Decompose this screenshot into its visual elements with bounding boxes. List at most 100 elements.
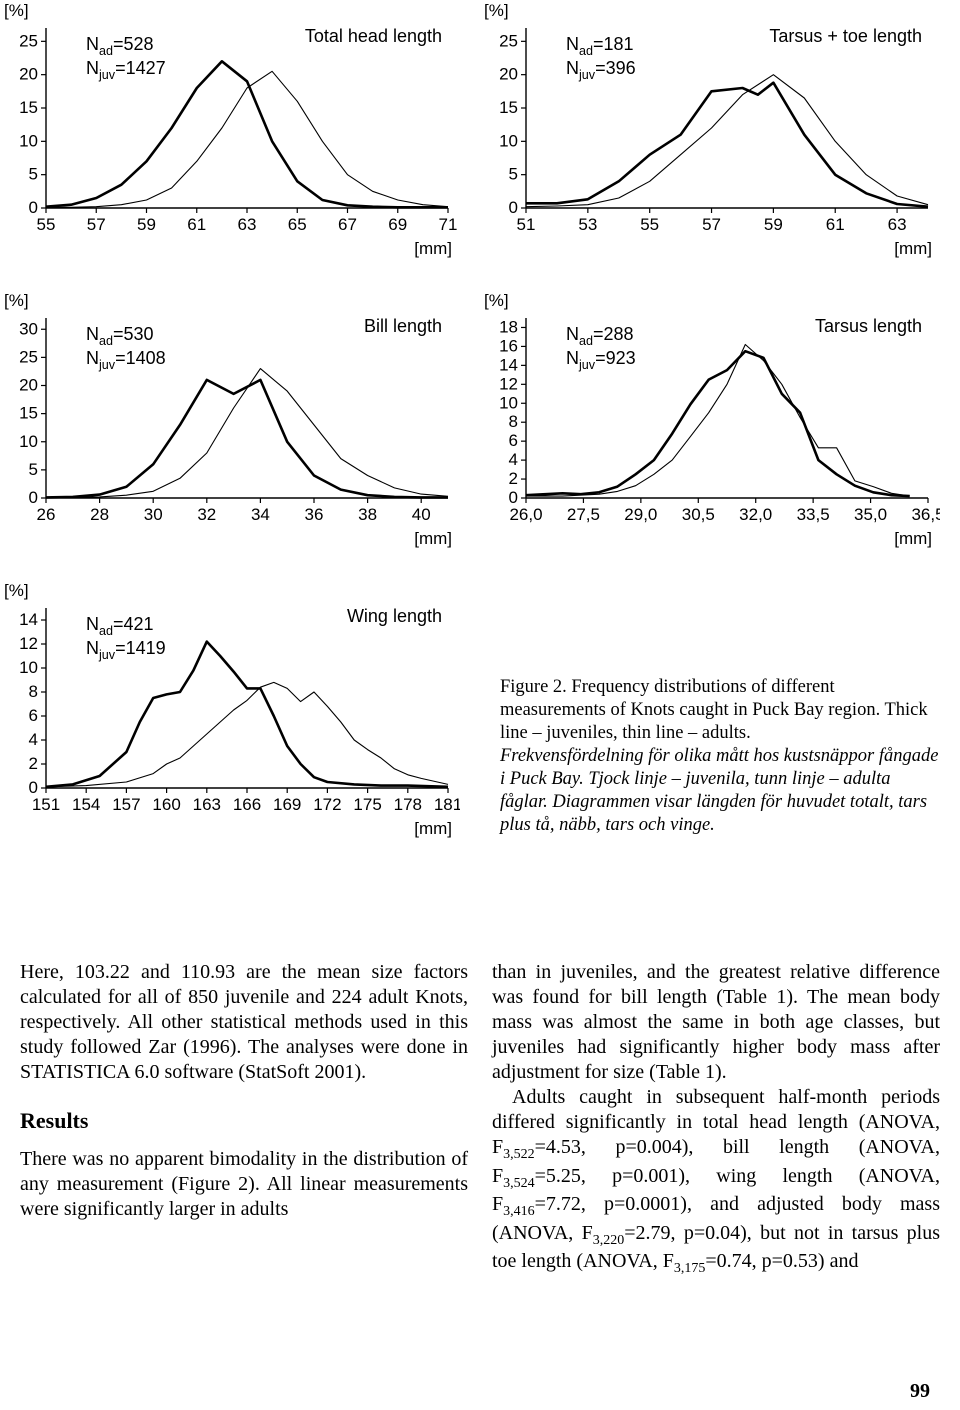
svg-text:30,5: 30,5 (682, 505, 715, 524)
svg-text:59: 59 (764, 215, 783, 234)
svg-text:25: 25 (19, 347, 38, 366)
svg-text:15: 15 (19, 404, 38, 423)
svg-text:163: 163 (193, 795, 221, 814)
sub-3: 3,416 (503, 1204, 535, 1219)
svg-text:38: 38 (358, 505, 377, 524)
svg-text:53: 53 (578, 215, 597, 234)
caption-swedish: Frekvensfördelning för olika mått hos ku… (500, 746, 938, 835)
svg-text:Njuv=1408: Njuv=1408 (86, 348, 166, 372)
figure-caption: Figure 2. Frequency distributions of dif… (500, 676, 940, 837)
body-right-g: =0.74, p=0.53) and (705, 1250, 858, 1272)
svg-text:59: 59 (137, 215, 156, 234)
svg-text:Njuv=1427: Njuv=1427 (86, 58, 166, 82)
svg-text:20: 20 (19, 65, 38, 84)
svg-text:25: 25 (499, 31, 518, 50)
svg-text:29,0: 29,0 (624, 505, 657, 524)
svg-text:Njuv=396: Njuv=396 (566, 58, 636, 82)
svg-text:6: 6 (509, 431, 518, 450)
svg-text:[%]: [%] (4, 581, 29, 600)
svg-text:[mm]: [mm] (414, 239, 452, 258)
svg-text:10: 10 (499, 131, 518, 150)
svg-text:28: 28 (90, 505, 109, 524)
svg-text:Nad=181: Nad=181 (566, 34, 634, 58)
chart-bill_length: 0510152025302628303234363840[%][mm]Bill … (0, 290, 460, 550)
svg-text:Nad=528: Nad=528 (86, 34, 154, 58)
svg-text:Njuv=923: Njuv=923 (566, 348, 636, 372)
svg-text:Nad=288: Nad=288 (566, 324, 634, 348)
sub-2: 3,524 (503, 1176, 535, 1191)
svg-text:Njuv=1419: Njuv=1419 (86, 638, 166, 662)
svg-text:61: 61 (826, 215, 845, 234)
svg-text:5: 5 (29, 460, 38, 479)
svg-text:63: 63 (238, 215, 257, 234)
svg-text:10: 10 (19, 658, 38, 677)
svg-text:67: 67 (338, 215, 357, 234)
svg-text:2: 2 (509, 469, 518, 488)
svg-text:12: 12 (19, 634, 38, 653)
svg-text:55: 55 (640, 215, 659, 234)
chart-wing_length: 0246810121415115415716016316616917217517… (0, 580, 460, 840)
results-heading: Results (20, 1107, 468, 1135)
svg-text:25: 25 (19, 31, 38, 50)
svg-text:175: 175 (353, 795, 381, 814)
svg-text:61: 61 (187, 215, 206, 234)
svg-text:160: 160 (152, 795, 180, 814)
svg-text:[%]: [%] (4, 1, 29, 20)
svg-text:16: 16 (499, 336, 518, 355)
body-left-p1: Here, 103.22 and 110.93 are the mean siz… (20, 960, 468, 1085)
svg-text:Total head length: Total head length (305, 26, 442, 46)
svg-text:51: 51 (517, 215, 536, 234)
svg-text:Bill length: Bill length (364, 316, 442, 336)
svg-text:[mm]: [mm] (894, 239, 932, 258)
svg-text:20: 20 (499, 65, 518, 84)
svg-text:[mm]: [mm] (414, 529, 452, 548)
svg-text:8: 8 (509, 412, 518, 431)
svg-text:169: 169 (273, 795, 301, 814)
body-right-a: than in juveniles, and the greatest rela… (492, 961, 940, 1083)
svg-text:36,5: 36,5 (911, 505, 940, 524)
svg-text:Tarsus length: Tarsus length (815, 316, 922, 336)
svg-text:157: 157 (112, 795, 140, 814)
svg-text:32,0: 32,0 (739, 505, 772, 524)
svg-text:151: 151 (32, 795, 60, 814)
svg-text:71: 71 (439, 215, 458, 234)
svg-text:5: 5 (29, 165, 38, 184)
svg-text:166: 166 (233, 795, 261, 814)
svg-text:4: 4 (29, 730, 38, 749)
svg-text:2: 2 (29, 754, 38, 773)
svg-text:181: 181 (434, 795, 460, 814)
svg-text:[%]: [%] (484, 291, 509, 310)
svg-text:69: 69 (388, 215, 407, 234)
caption-english: Figure 2. Frequency distributions of dif… (500, 677, 928, 743)
svg-text:12: 12 (499, 374, 518, 393)
sub-5: 3,175 (674, 1261, 706, 1276)
svg-text:14: 14 (499, 355, 518, 374)
svg-text:33,5: 33,5 (797, 505, 830, 524)
sub-1: 3,522 (503, 1147, 535, 1162)
svg-text:15: 15 (19, 98, 38, 117)
svg-text:8: 8 (29, 682, 38, 701)
sub-4: 3,220 (593, 1233, 625, 1248)
svg-text:26: 26 (37, 505, 56, 524)
svg-text:Nad=530: Nad=530 (86, 324, 154, 348)
svg-text:154: 154 (72, 795, 100, 814)
svg-text:30: 30 (144, 505, 163, 524)
svg-text:6: 6 (29, 706, 38, 725)
svg-text:18: 18 (499, 317, 518, 336)
chart-tarsus_toe_length: 051015202551535557596163[%][mm]Tarsus + … (480, 0, 940, 260)
svg-text:15: 15 (499, 98, 518, 117)
svg-text:36: 36 (305, 505, 324, 524)
svg-text:[%]: [%] (4, 291, 29, 310)
body-text: Here, 103.22 and 110.93 are the mean siz… (20, 960, 940, 1278)
svg-text:34: 34 (251, 505, 270, 524)
svg-text:35,0: 35,0 (854, 505, 887, 524)
page-number: 99 (910, 1380, 930, 1403)
svg-text:[mm]: [mm] (414, 819, 452, 838)
svg-text:Wing length: Wing length (347, 606, 442, 626)
svg-text:14: 14 (19, 610, 38, 629)
svg-text:57: 57 (87, 215, 106, 234)
svg-text:5: 5 (509, 165, 518, 184)
left-column: Here, 103.22 and 110.93 are the mean siz… (20, 960, 468, 1278)
svg-text:65: 65 (288, 215, 307, 234)
svg-text:4: 4 (509, 450, 518, 469)
